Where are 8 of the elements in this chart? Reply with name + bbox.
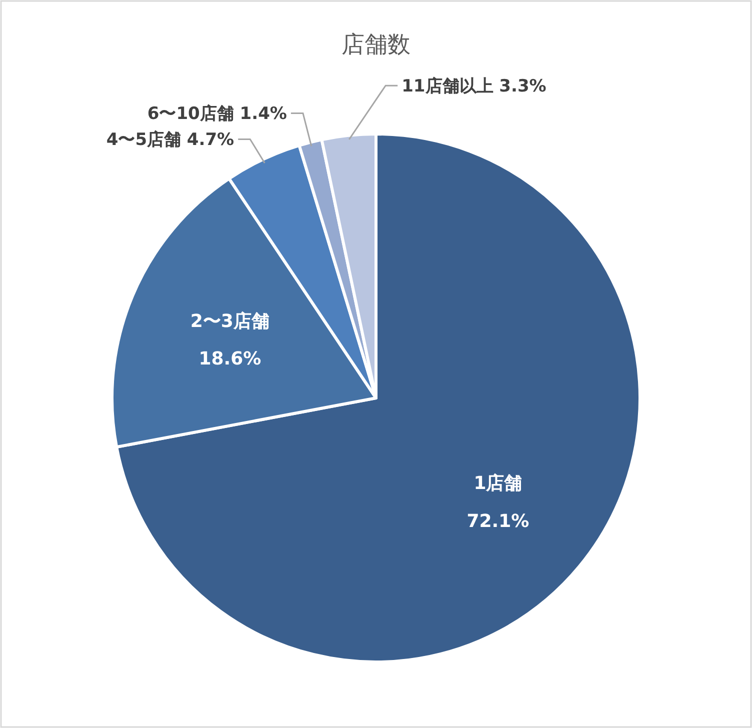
slice-label: 6〜10店舗 1.4%	[147, 104, 287, 124]
slice-label: 1店舗	[474, 473, 522, 494]
chart-title: 店舗数	[342, 32, 410, 58]
slice-label: 2〜3店舗	[190, 310, 270, 332]
slice-label: 11店舗以上 3.3%	[402, 76, 546, 97]
slice-label: 4〜5店舗 4.7%	[106, 130, 234, 150]
data-label: 18.6%	[198, 348, 262, 370]
data-label: 72.1%	[466, 510, 530, 532]
